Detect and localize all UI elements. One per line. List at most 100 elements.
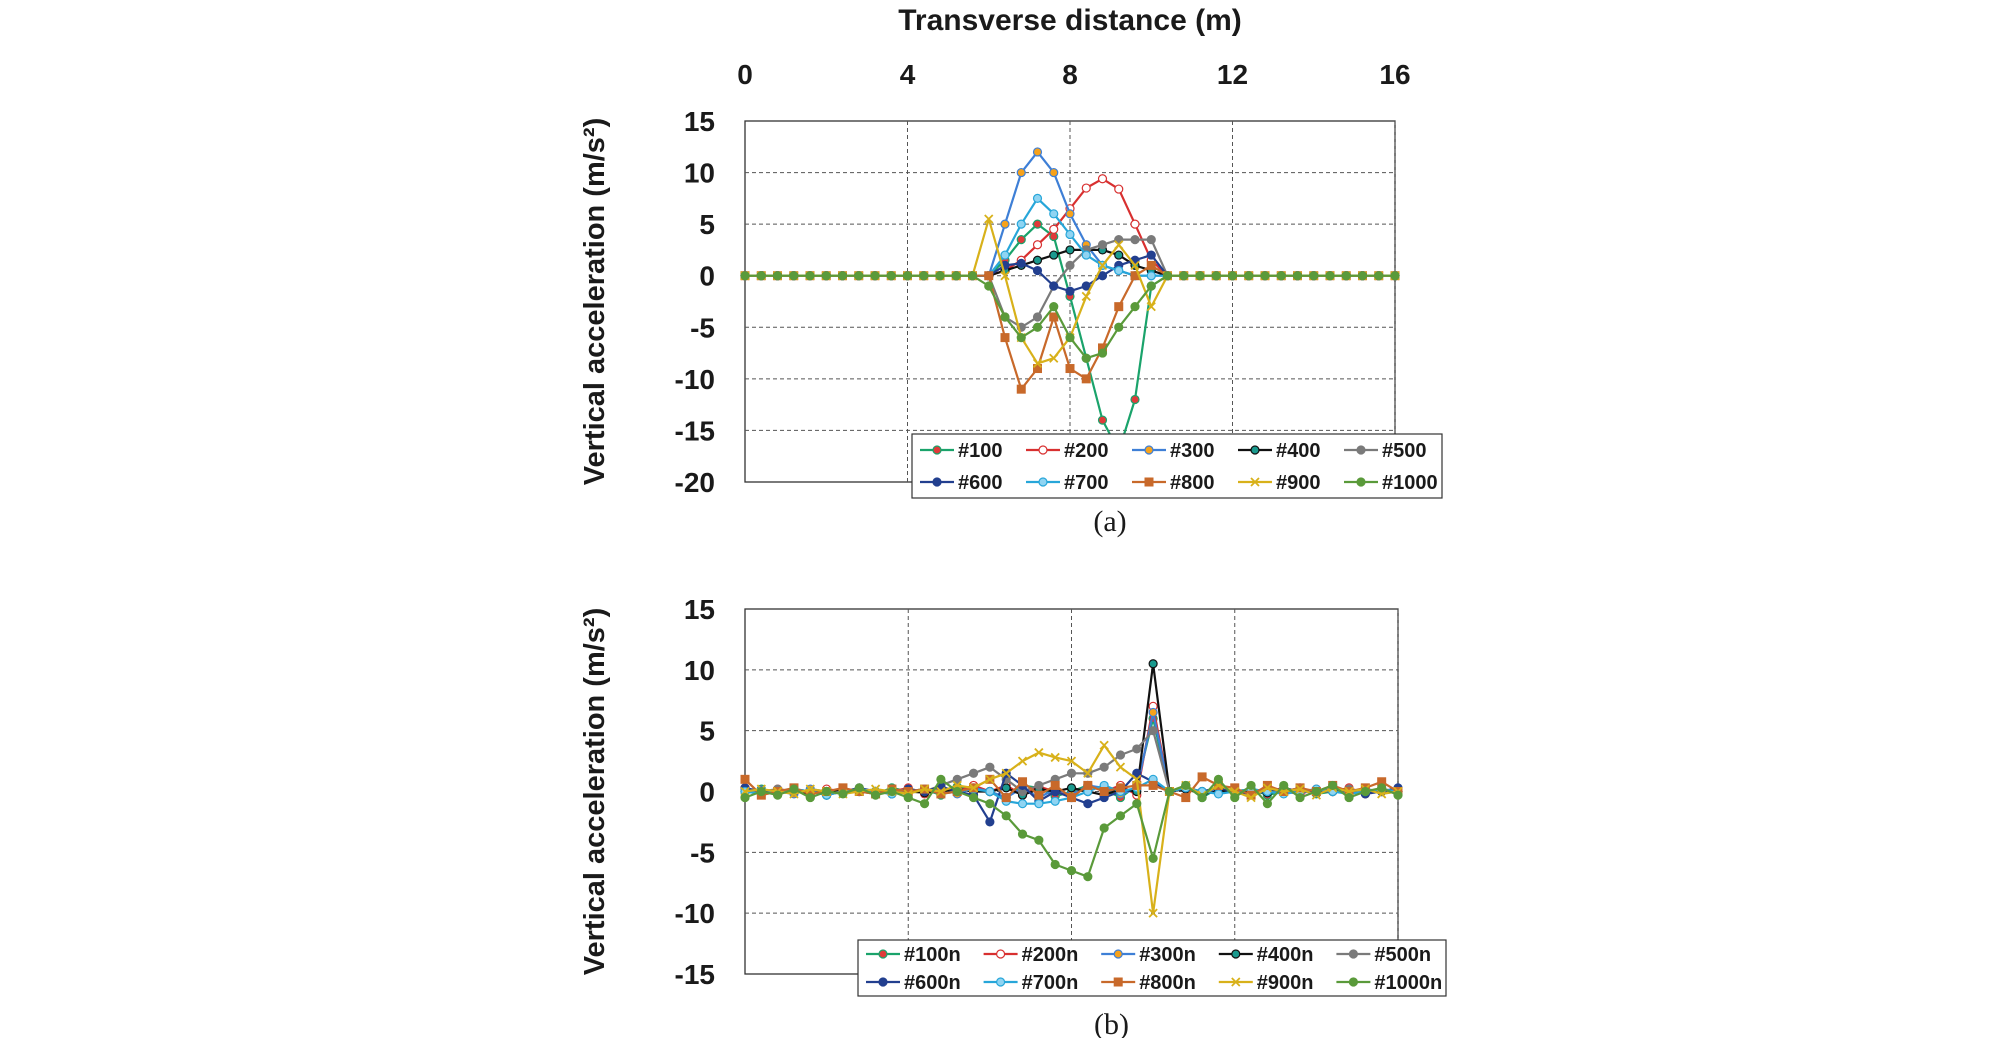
data-point	[1130, 394, 1140, 405]
data-point	[1099, 740, 1109, 750]
data-point	[887, 786, 897, 797]
top-axis-title: Transverse distance (m)	[898, 4, 1242, 37]
data-point	[1065, 333, 1075, 343]
data-point	[740, 271, 750, 281]
data-point	[1146, 235, 1156, 245]
data-point	[1115, 783, 1125, 793]
legend-item: #900n	[1218, 972, 1314, 994]
data-point	[1311, 786, 1321, 797]
data-point	[1034, 780, 1044, 791]
y-tick-label: 5	[699, 209, 715, 240]
data-point	[1357, 271, 1368, 281]
data-point	[1114, 322, 1124, 332]
data-point	[773, 790, 783, 800]
data-point	[1148, 659, 1158, 669]
data-point	[1066, 768, 1077, 778]
data-point	[1097, 174, 1108, 184]
data-point	[1032, 240, 1043, 250]
data-point	[772, 271, 783, 281]
legend-label: #200	[1064, 440, 1109, 462]
data-point	[936, 789, 946, 799]
chart-panel-b: 15 10 5 0 -5 -10 -15 Vertical acceleration (m/s…	[579, 594, 1447, 1038]
data-point	[1065, 364, 1075, 374]
y-tick-label: -20	[675, 467, 715, 498]
data-point	[1034, 747, 1044, 758]
data-point	[1132, 768, 1142, 778]
data-point	[1213, 774, 1224, 784]
y-tick-label: 0	[699, 261, 715, 292]
data-point	[1148, 726, 1158, 736]
data-point	[1016, 258, 1026, 268]
data-point	[1279, 780, 1289, 791]
legend-item: #1000	[1344, 472, 1438, 494]
data-point	[1164, 786, 1175, 797]
legend-marker	[878, 949, 888, 959]
data-point	[1360, 786, 1370, 797]
data-point	[1000, 271, 1010, 281]
data-point	[1341, 271, 1351, 281]
y-tick-label: 10	[684, 655, 715, 686]
legend-marker	[1144, 477, 1154, 487]
data-point	[789, 784, 799, 794]
data-point	[1081, 353, 1091, 363]
data-point	[1344, 792, 1354, 803]
data-point	[968, 783, 979, 793]
top-axis-tick: 0	[737, 59, 753, 90]
legend-marker	[1356, 445, 1366, 455]
data-point	[1016, 219, 1026, 229]
data-point	[1034, 835, 1044, 845]
data-point	[1099, 787, 1109, 796]
legend-marker	[1038, 477, 1048, 487]
data-point	[1034, 799, 1044, 809]
top-axis-tick: 12	[1217, 59, 1248, 90]
y-tick-label: 10	[684, 158, 715, 189]
legend-label: #800n	[1139, 972, 1196, 994]
legend-label: #600n	[904, 972, 961, 994]
data-point	[1017, 829, 1028, 839]
data-point	[1032, 312, 1043, 322]
data-point	[1049, 209, 1059, 219]
legend-label: #900	[1276, 472, 1321, 494]
legend-label: #100	[958, 440, 1003, 462]
legend-item: #300n	[1101, 944, 1196, 966]
data-point	[854, 271, 864, 281]
data-point	[1230, 792, 1240, 803]
data-point	[1295, 792, 1305, 803]
legend-marker	[1250, 445, 1260, 455]
data-point	[1083, 768, 1093, 778]
legend-marker	[1348, 949, 1359, 959]
data-point	[870, 271, 880, 281]
legend-item: #100n	[866, 944, 961, 966]
legend-item: #900	[1238, 472, 1321, 494]
data-point	[1049, 312, 1059, 322]
data-point	[1130, 302, 1140, 312]
y-tick-label: -5	[690, 312, 715, 343]
series-n1000n	[740, 774, 1403, 882]
data-point	[1081, 250, 1091, 260]
data-point	[984, 271, 994, 281]
data-point	[1018, 777, 1028, 787]
data-point	[1114, 240, 1124, 250]
legend-marker	[995, 977, 1006, 987]
data-point	[1146, 302, 1156, 312]
data-point	[1130, 219, 1140, 229]
legend-marker	[1231, 949, 1241, 959]
data-point	[1083, 799, 1093, 809]
legend-item: #700	[1026, 472, 1109, 494]
legend-marker	[1348, 977, 1359, 987]
legend-marker	[1113, 949, 1123, 959]
data-point	[1049, 281, 1059, 291]
data-point	[837, 271, 848, 281]
data-point	[1050, 796, 1060, 806]
legend-marker	[1356, 477, 1366, 487]
data-point	[1000, 333, 1010, 343]
data-point	[985, 817, 995, 827]
legend-item: #800n	[1101, 972, 1196, 994]
data-point	[985, 786, 995, 797]
data-point	[1246, 792, 1256, 803]
data-point	[1295, 784, 1305, 794]
legend-item: #100	[920, 440, 1003, 462]
top-axis-tick: 4	[900, 59, 916, 90]
data-point	[1097, 271, 1108, 281]
